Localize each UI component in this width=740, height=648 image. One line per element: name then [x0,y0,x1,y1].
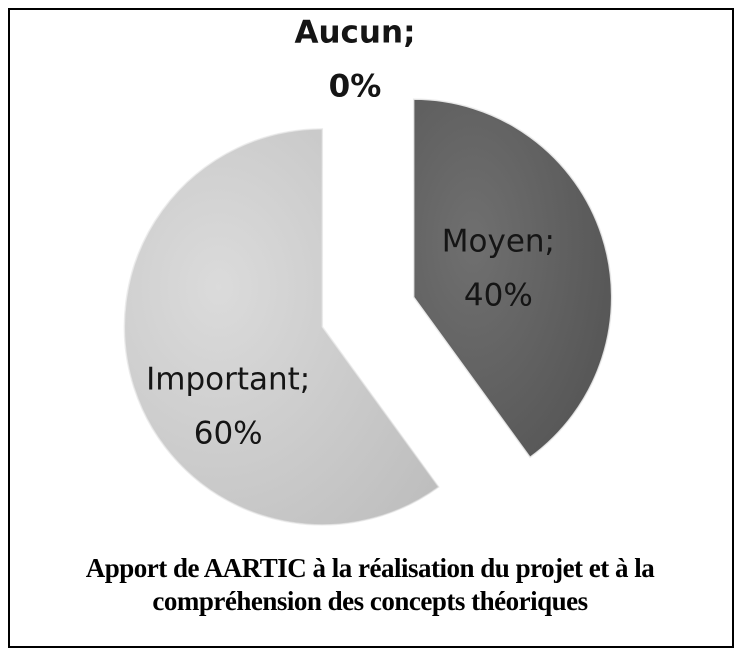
data-label: Moyen; 40% [442,223,555,313]
label-value: 0% [329,68,382,104]
data-label: Important; 60% [146,361,310,451]
label-value: 40% [464,277,533,313]
data-label: Aucun; 0% [295,14,416,104]
slice-shade [413,99,612,458]
label-value: 60% [194,415,263,451]
chart-title: Apport de AARTIC à la réalisation du pro… [85,553,655,616]
label-category: Moyen; [442,223,555,259]
label-category: Important; [146,361,310,397]
label-category: Aucun; [295,14,416,50]
slice-shade [124,128,439,525]
chart: Aucun; 0% Moyen; 40% Important; 60% [123,14,613,526]
